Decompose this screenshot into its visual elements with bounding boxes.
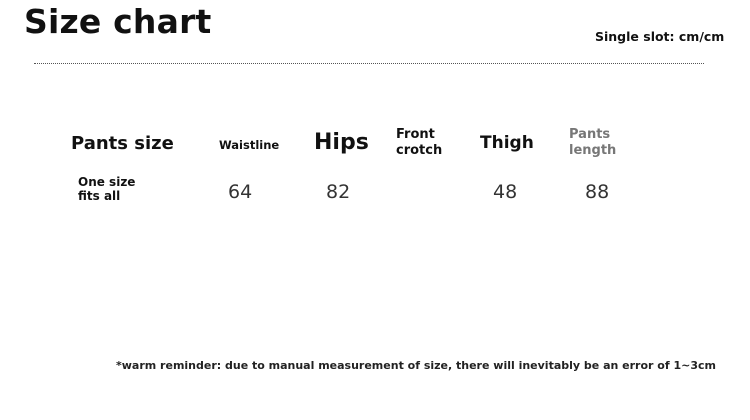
row-size-label: One size fits all <box>78 175 135 203</box>
row-size-label-line1: One size <box>78 175 136 189</box>
page-title: Size chart <box>24 2 212 41</box>
footnote-reminder: *warm reminder: due to manual measuremen… <box>116 359 716 372</box>
column-header-pants-length: Pants length <box>569 127 616 159</box>
cell-thigh-value: 48 <box>493 181 518 203</box>
dotted-divider <box>34 63 704 64</box>
row-size-label-line2: fits all <box>78 189 121 203</box>
cell-hips-value: 82 <box>326 181 351 203</box>
column-header-waistline: Waistline <box>219 138 280 152</box>
cell-waistline-value: 64 <box>228 181 253 203</box>
column-header-pants-size: Pants size <box>71 133 174 154</box>
column-header-hips: Hips <box>314 130 369 155</box>
column-header-front-crotch-line1: Front <box>396 127 435 142</box>
column-header-pants-length-line2: length <box>569 143 617 158</box>
column-header-front-crotch-line2: crotch <box>396 143 443 158</box>
column-header-pants-length-line1: Pants <box>569 127 611 142</box>
column-header-front-crotch: Front crotch <box>396 127 442 159</box>
column-header-thigh: Thigh <box>480 133 534 153</box>
cell-pants-length-value: 88 <box>585 181 610 203</box>
unit-note: Single slot: cm/cm <box>595 29 725 44</box>
